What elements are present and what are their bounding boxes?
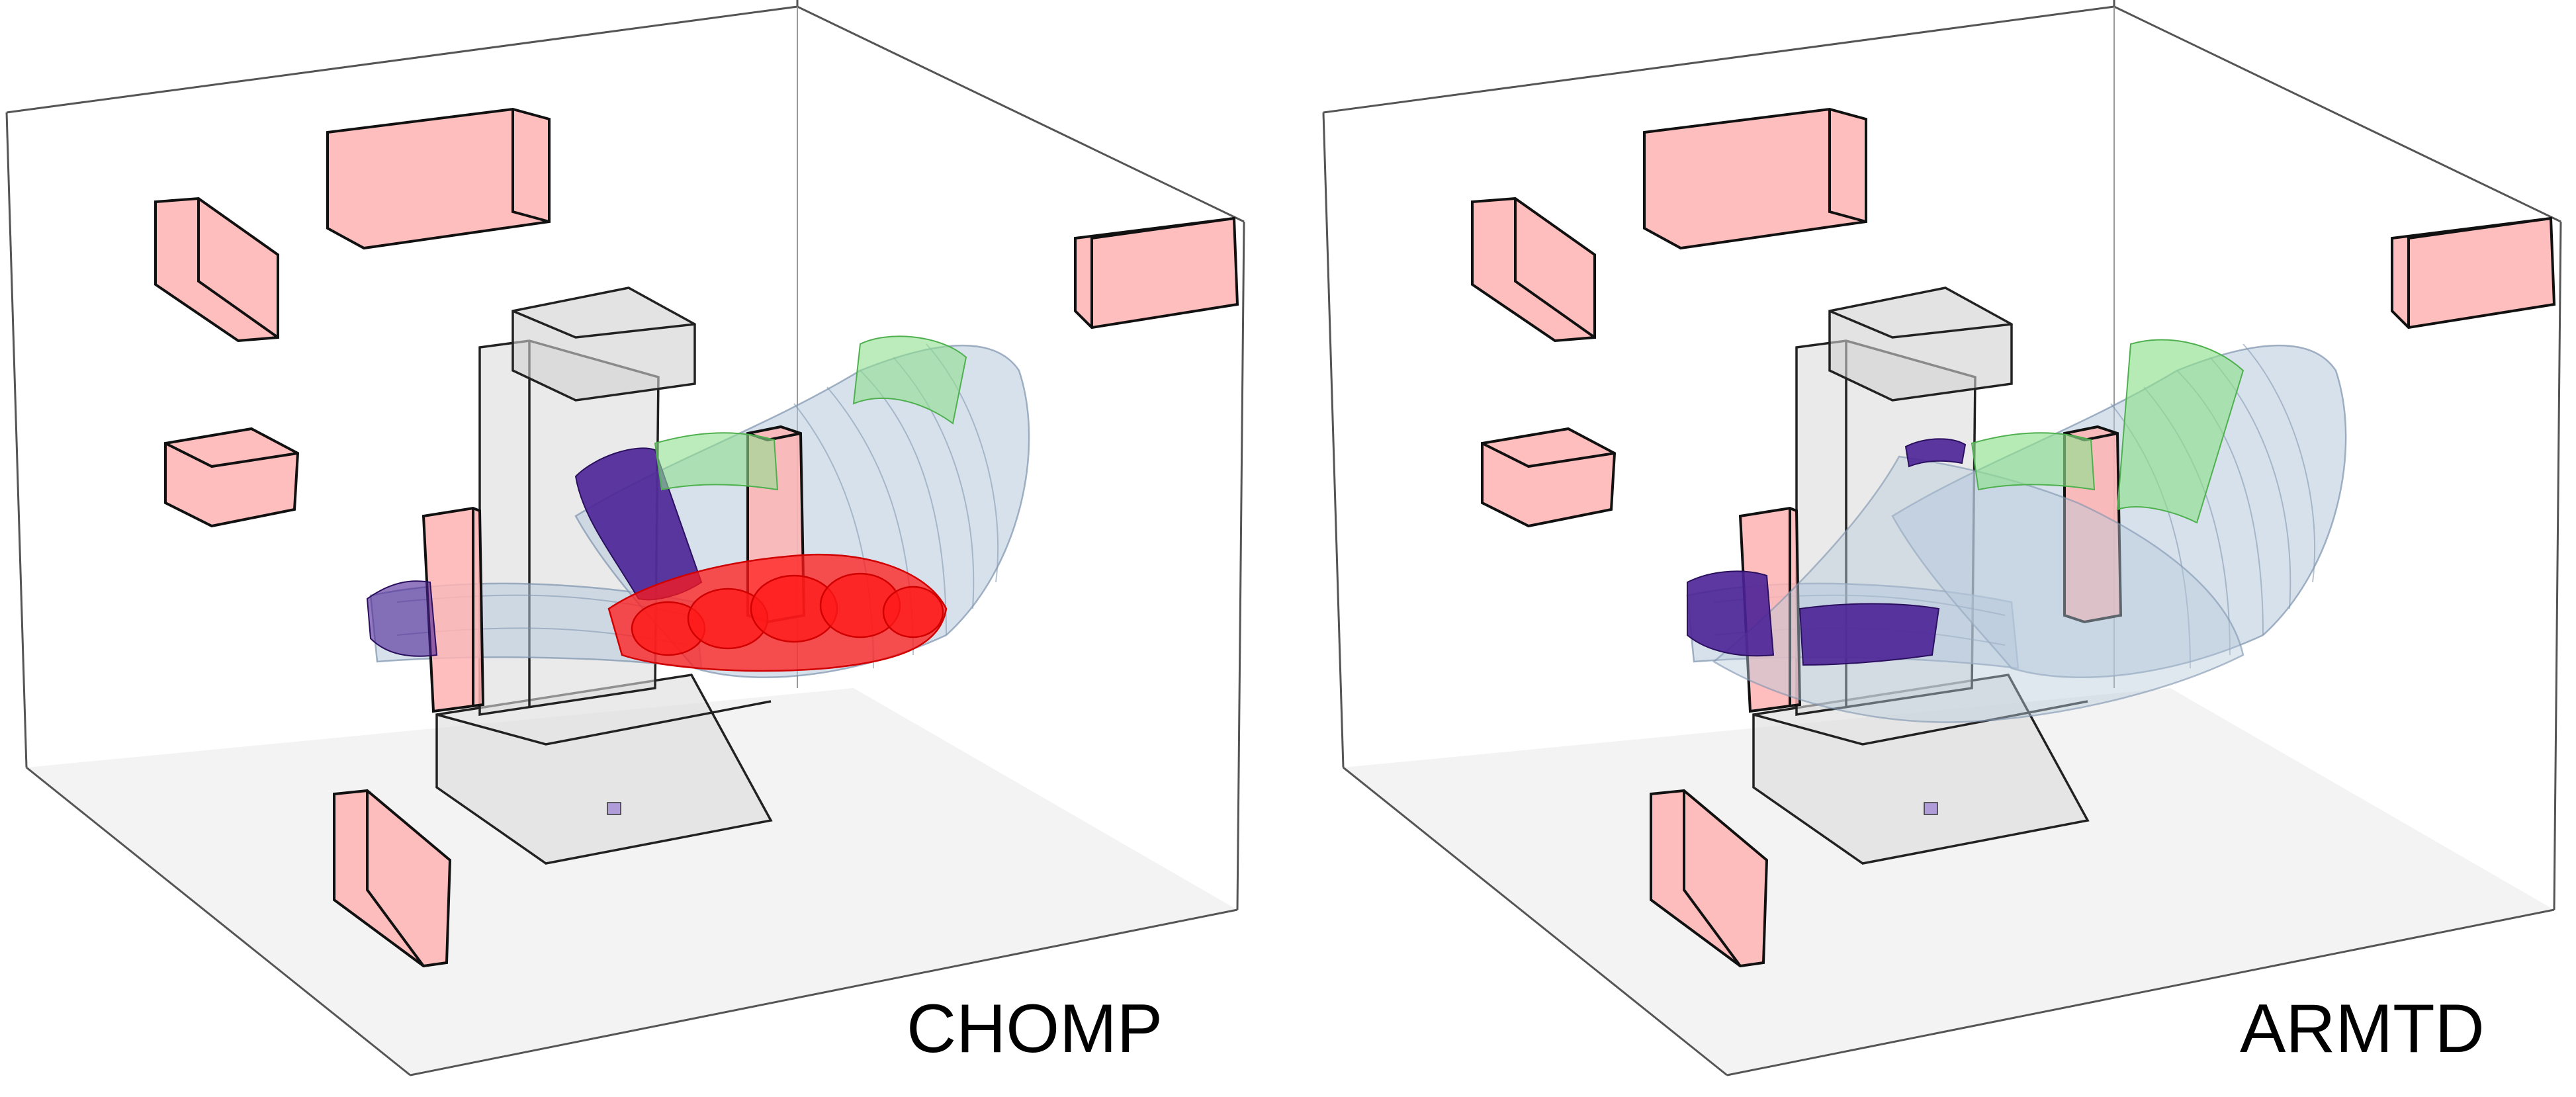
goal-pose xyxy=(654,335,967,491)
panel-label-chomp: CHOMP xyxy=(907,990,1163,1067)
start-pose xyxy=(1687,438,1967,666)
panel-armtd: ARMTD xyxy=(1322,0,2562,1076)
panel-label-armtd: ARMTD xyxy=(2240,990,2485,1067)
collision-region xyxy=(607,553,948,672)
goal-pose xyxy=(1971,339,2244,524)
start-pose xyxy=(366,447,703,657)
panel-chomp: CHOMP xyxy=(5,0,1245,1076)
